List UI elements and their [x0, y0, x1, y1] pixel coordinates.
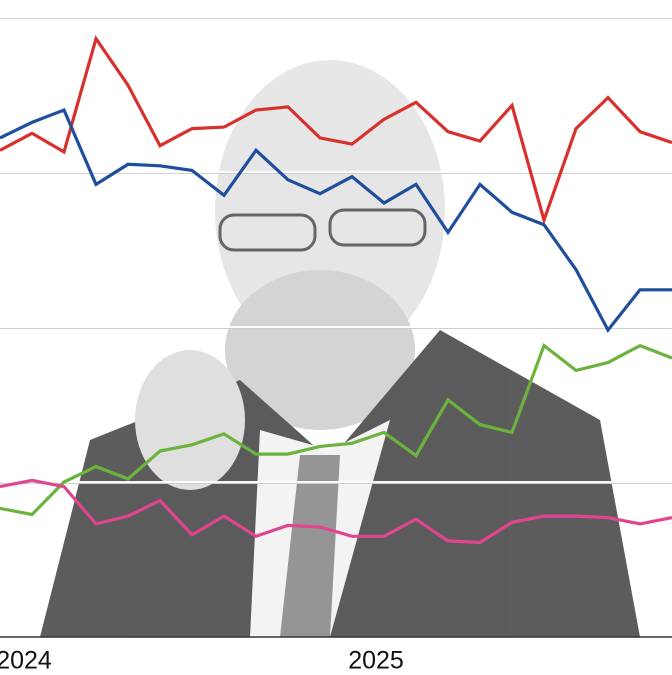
- series-line: [0, 34, 672, 226]
- series-line: [0, 107, 672, 334]
- series-line: [0, 342, 672, 517]
- series-line: [0, 478, 672, 545]
- x-tick-label: 2025: [348, 647, 404, 675]
- x-tick-label: 2024: [0, 647, 52, 675]
